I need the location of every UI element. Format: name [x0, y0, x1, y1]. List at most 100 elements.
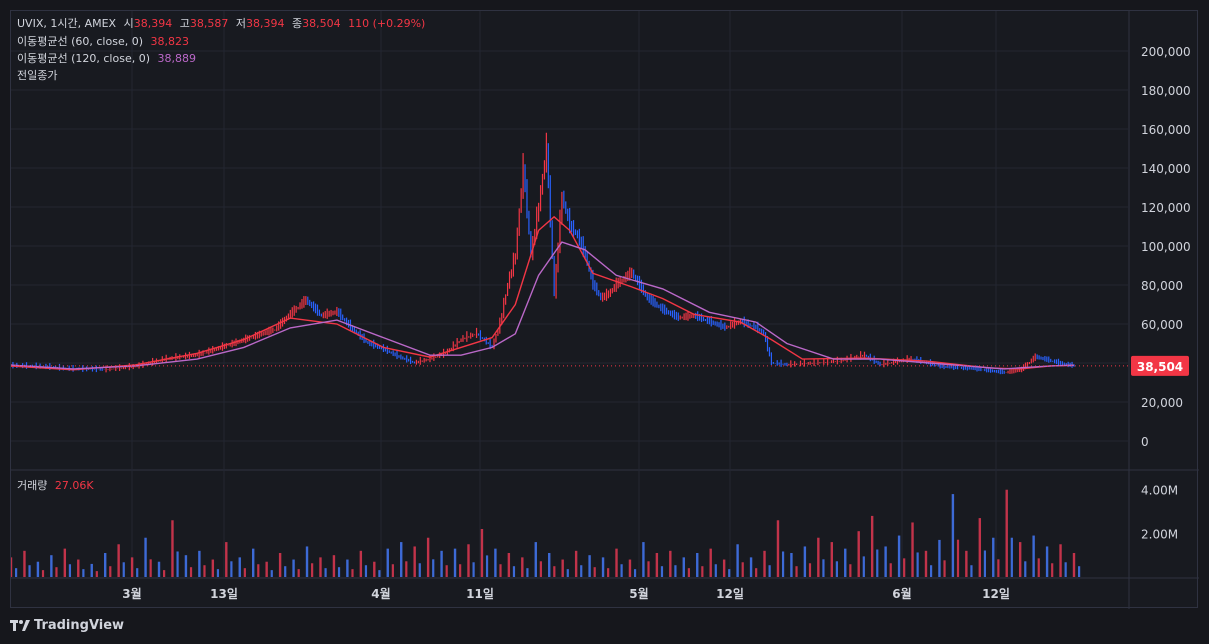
volume-bar[interactable]	[553, 566, 556, 577]
volume-bar[interactable]	[1010, 537, 1013, 577]
volume-bar[interactable]	[1018, 542, 1022, 577]
volume-bar[interactable]	[426, 537, 430, 577]
volume-bar[interactable]	[480, 529, 484, 577]
volume-bar[interactable]	[669, 550, 672, 577]
volume-bar[interactable]	[835, 561, 838, 577]
volume-bar[interactable]	[1051, 563, 1054, 577]
volume-bar[interactable]	[593, 567, 596, 577]
volume-bar[interactable]	[413, 546, 416, 577]
volume-bar[interactable]	[198, 550, 201, 577]
chart-frame[interactable]: 200,000 180,000 160,000 140,000 120,000 100,0…	[10, 10, 1199, 609]
volume-bar[interactable]	[432, 559, 435, 577]
ma120-legend[interactable]: 이동평균선 (120, close, 0) 38,889	[17, 52, 200, 66]
volume-bar[interactable]	[951, 494, 955, 577]
volume-bar[interactable]	[674, 565, 677, 577]
volume-bar[interactable]	[870, 515, 874, 577]
volume-bar[interactable]	[351, 569, 354, 577]
volume-bar[interactable]	[903, 558, 906, 577]
volume-bar[interactable]	[790, 553, 793, 577]
volume-bar[interactable]	[130, 557, 134, 577]
volume-bar[interactable]	[211, 559, 215, 577]
volume-bar[interactable]	[184, 555, 188, 577]
volume-bar[interactable]	[391, 564, 394, 577]
volume-bar[interactable]	[566, 569, 569, 577]
volume-bar[interactable]	[574, 550, 578, 577]
volume-bar[interactable]	[278, 553, 282, 577]
volume-bar[interactable]	[803, 546, 807, 577]
volume-bar[interactable]	[876, 549, 879, 577]
volume-bar[interactable]	[512, 566, 516, 577]
volume-bar[interactable]	[11, 557, 13, 577]
volume-bar[interactable]	[63, 548, 67, 577]
volume-bar[interactable]	[418, 563, 421, 577]
volume-bar[interactable]	[749, 557, 753, 577]
volume-bar[interactable]	[405, 561, 408, 577]
volume-bar[interactable]	[965, 550, 968, 577]
volume-bar[interactable]	[1032, 535, 1035, 577]
volume-bar[interactable]	[714, 564, 717, 577]
volume-bar[interactable]	[768, 565, 771, 577]
volume-bar[interactable]	[924, 550, 928, 577]
volume-bar[interactable]	[305, 546, 309, 577]
volume-bar[interactable]	[701, 566, 704, 577]
ma120-line[interactable]	[11, 241, 1075, 370]
volume-bar[interactable]	[68, 564, 72, 577]
volume-bar[interactable]	[633, 569, 637, 577]
volume-bar[interactable]	[90, 563, 93, 577]
volume-bar[interactable]	[157, 561, 161, 577]
volume-bar[interactable]	[889, 563, 892, 577]
volume-bar[interactable]	[499, 564, 502, 577]
volume-bar[interactable]	[55, 567, 58, 577]
volume-bar[interactable]	[682, 557, 685, 577]
volume-bar[interactable]	[588, 555, 591, 577]
volume-bar[interactable]	[1005, 489, 1008, 577]
volume-bar[interactable]	[1064, 562, 1067, 577]
volume-bar[interactable]	[1072, 553, 1076, 577]
volume-bar[interactable]	[203, 565, 206, 577]
volume-bar[interactable]	[817, 537, 820, 577]
ma60-line[interactable]	[11, 215, 1075, 371]
volume-bar[interactable]	[41, 570, 45, 577]
volume-bar[interactable]	[257, 564, 260, 577]
volume-bar[interactable]	[526, 568, 529, 577]
volume-bar[interactable]	[494, 548, 497, 577]
volume-bar[interactable]	[808, 563, 812, 577]
volume-bar[interactable]	[548, 553, 551, 577]
volume-bar[interactable]	[844, 548, 847, 577]
volume-bar[interactable]	[319, 557, 322, 577]
volume-bar[interactable]	[144, 537, 147, 577]
volume-bar[interactable]	[1037, 558, 1040, 577]
volume-bar[interactable]	[346, 559, 349, 577]
volume-bar[interactable]	[337, 567, 341, 577]
volume-bar[interactable]	[82, 569, 85, 577]
volume-bar[interactable]	[373, 561, 376, 577]
volume-bar[interactable]	[359, 550, 363, 577]
volume-bar[interactable]	[728, 569, 731, 577]
volume-bar[interactable]	[660, 566, 664, 577]
volume-bar[interactable]	[647, 561, 650, 577]
volume-bar[interactable]	[687, 568, 690, 577]
volume-bar[interactable]	[23, 550, 26, 577]
volume-bar[interactable]	[28, 565, 31, 577]
volume-bar[interactable]	[830, 542, 833, 577]
volume-bar[interactable]	[459, 564, 462, 577]
volume-bar[interactable]	[297, 569, 300, 577]
volume-bar[interactable]	[897, 535, 901, 577]
volume-bar[interactable]	[1059, 544, 1062, 577]
volume-bar[interactable]	[655, 553, 659, 577]
volume-bar[interactable]	[265, 561, 268, 577]
volume-bar[interactable]	[386, 548, 389, 577]
volume-bar[interactable]	[1024, 561, 1027, 577]
volume-bar[interactable]	[472, 562, 475, 577]
volume-bar[interactable]	[324, 568, 327, 577]
volume-bar[interactable]	[225, 542, 228, 577]
volume-bar[interactable]	[445, 565, 448, 577]
volume-bar[interactable]	[163, 570, 166, 577]
volume-bar[interactable]	[400, 542, 403, 577]
volume-bar[interactable]	[822, 559, 825, 577]
volume-bar[interactable]	[943, 560, 946, 577]
volume-bar[interactable]	[857, 531, 860, 577]
volume-bar[interactable]	[849, 564, 852, 577]
volume-bar[interactable]	[601, 557, 605, 577]
volume-bar[interactable]	[176, 551, 179, 577]
